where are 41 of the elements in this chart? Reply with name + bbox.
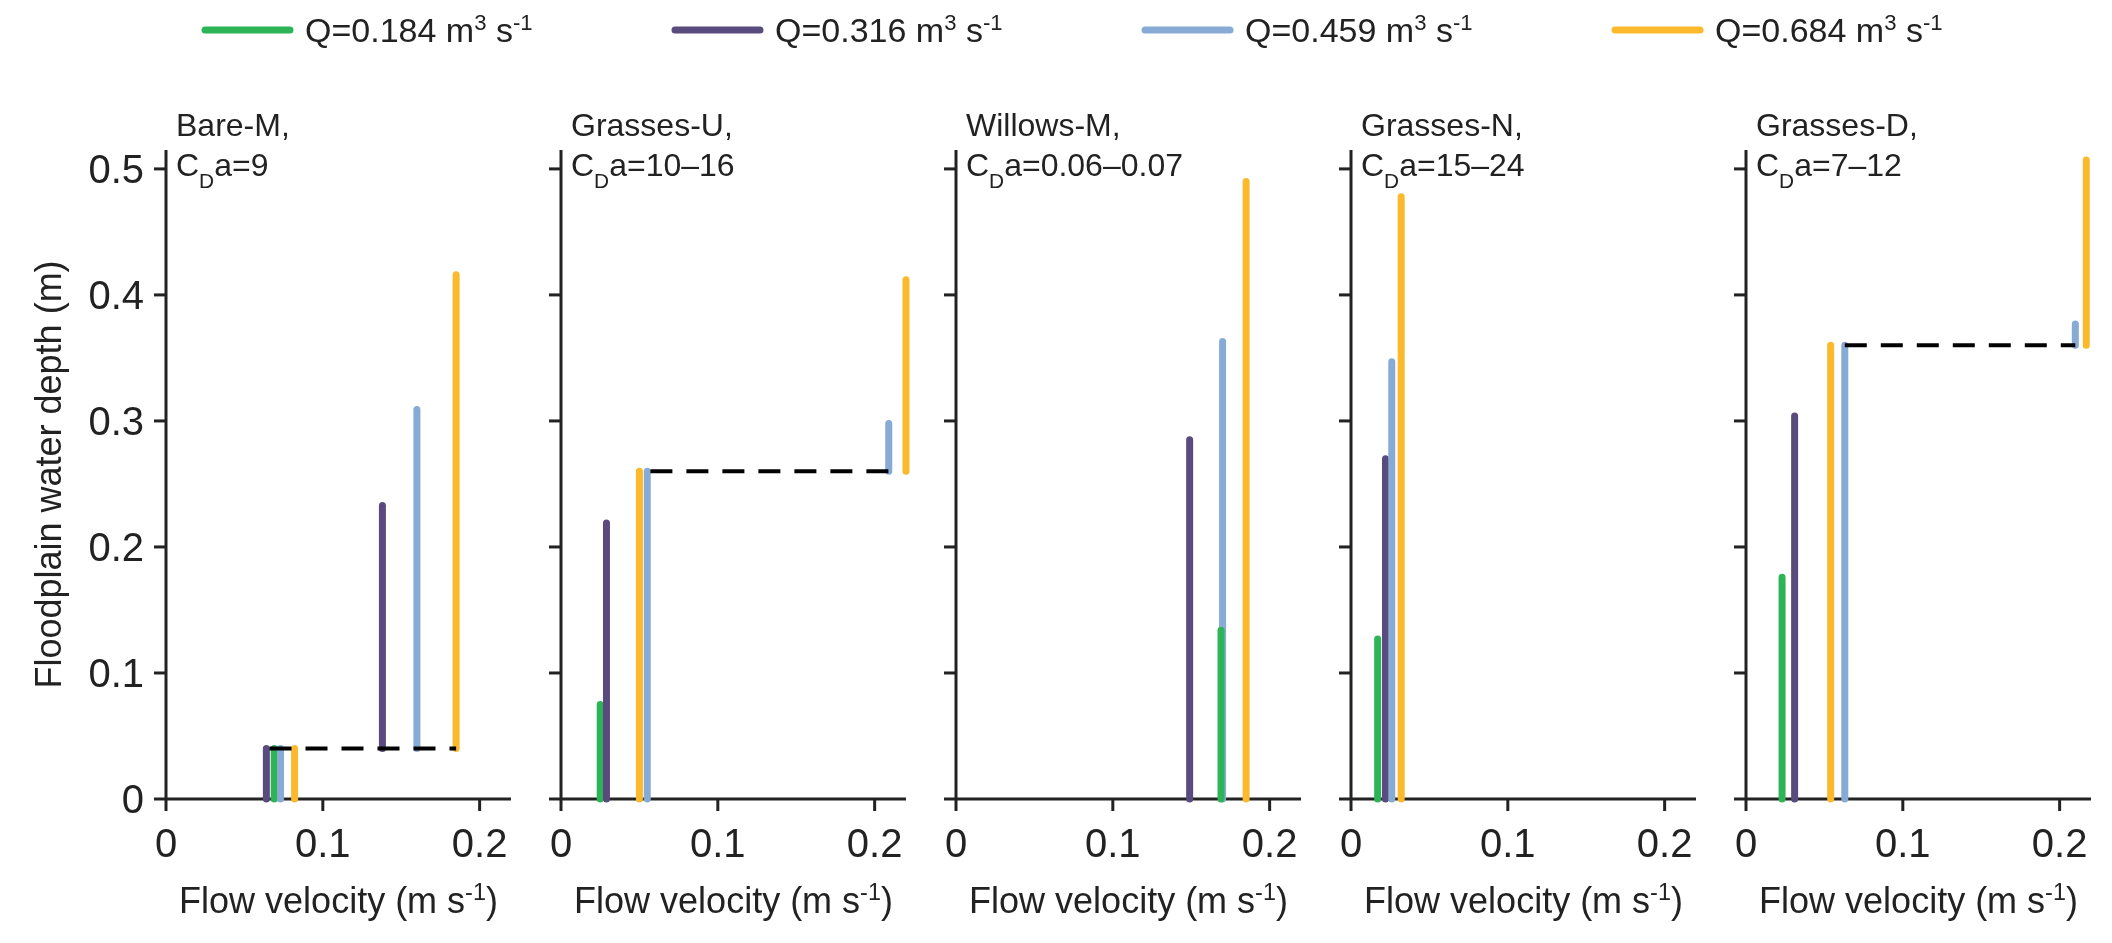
x-tick-label: 0.2 [2031,821,2088,865]
x-tick-label: 0.1 [1085,821,1141,865]
legend-label: Q=0.316 m$^{3}$ s$^{-1}$ [775,9,1003,49]
chart-subtitle: C$_{D}$a=15–24 [1361,147,1525,192]
y-tick-label: 0.3 [88,398,144,443]
x-axis-title: Flow velocity (m s$^{-1}$) [574,879,893,921]
x-tick-label: 0 [154,821,178,865]
x-tick-label: 0.1 [690,821,746,865]
x-tick-label: 0.2 [1636,821,1693,865]
chart-subtitle: C$_{D}$a=7–12 [1756,147,1902,192]
x-axis-title: Flow velocity (m s$^{-1}$) [1364,879,1683,921]
chart-title: Grasses-D, [1756,107,1918,143]
legend-label: Q=0.684 m$^{3}$ s$^{-1}$ [1715,9,1943,49]
x-tick-label: 0 [1339,821,1363,865]
y-tick-label: 0.5 [88,146,144,191]
x-tick-label: 0 [944,821,968,865]
x-tick-label: 0.2 [451,821,508,865]
y-tick-label: 0.2 [88,524,144,569]
x-tick-label: 0 [549,821,573,865]
x-tick-label: 0.2 [846,821,903,865]
x-tick-label: 0.1 [1480,821,1536,865]
chart-subtitle: C$_{D}$a=0.06–0.07 [966,147,1183,192]
x-tick-label: 0.1 [1875,821,1931,865]
legend-label: Q=0.184 m$^{3}$ s$^{-1}$ [305,9,533,49]
x-tick-label: 0 [1734,821,1758,865]
x-axis-title: Flow velocity (m s$^{-1}$) [1759,879,2078,921]
x-axis-title: Flow velocity (m s$^{-1}$) [179,879,498,921]
chart-title: Bare-M, [176,107,290,143]
chart-subtitle: C$_{D}$a=9 [176,147,269,192]
y-tick-label: 0.1 [88,650,144,695]
chart-subtitle: C$_{D}$a=10–16 [571,147,735,192]
y-axis-title: Floodplain water depth (m) [28,260,69,689]
x-tick-label: 0.1 [295,821,351,865]
chart-title: Willows-M, [966,107,1121,143]
y-tick-label: 0.4 [88,272,144,317]
legend-label: Q=0.459 m$^{3}$ s$^{-1}$ [1245,9,1473,49]
y-tick-label: 0 [121,777,144,821]
chart-title: Grasses-U, [571,107,733,143]
x-axis-title: Flow velocity (m s$^{-1}$) [969,879,1288,921]
chart-title: Grasses-N, [1361,107,1523,143]
x-tick-label: 0.2 [1241,821,1298,865]
